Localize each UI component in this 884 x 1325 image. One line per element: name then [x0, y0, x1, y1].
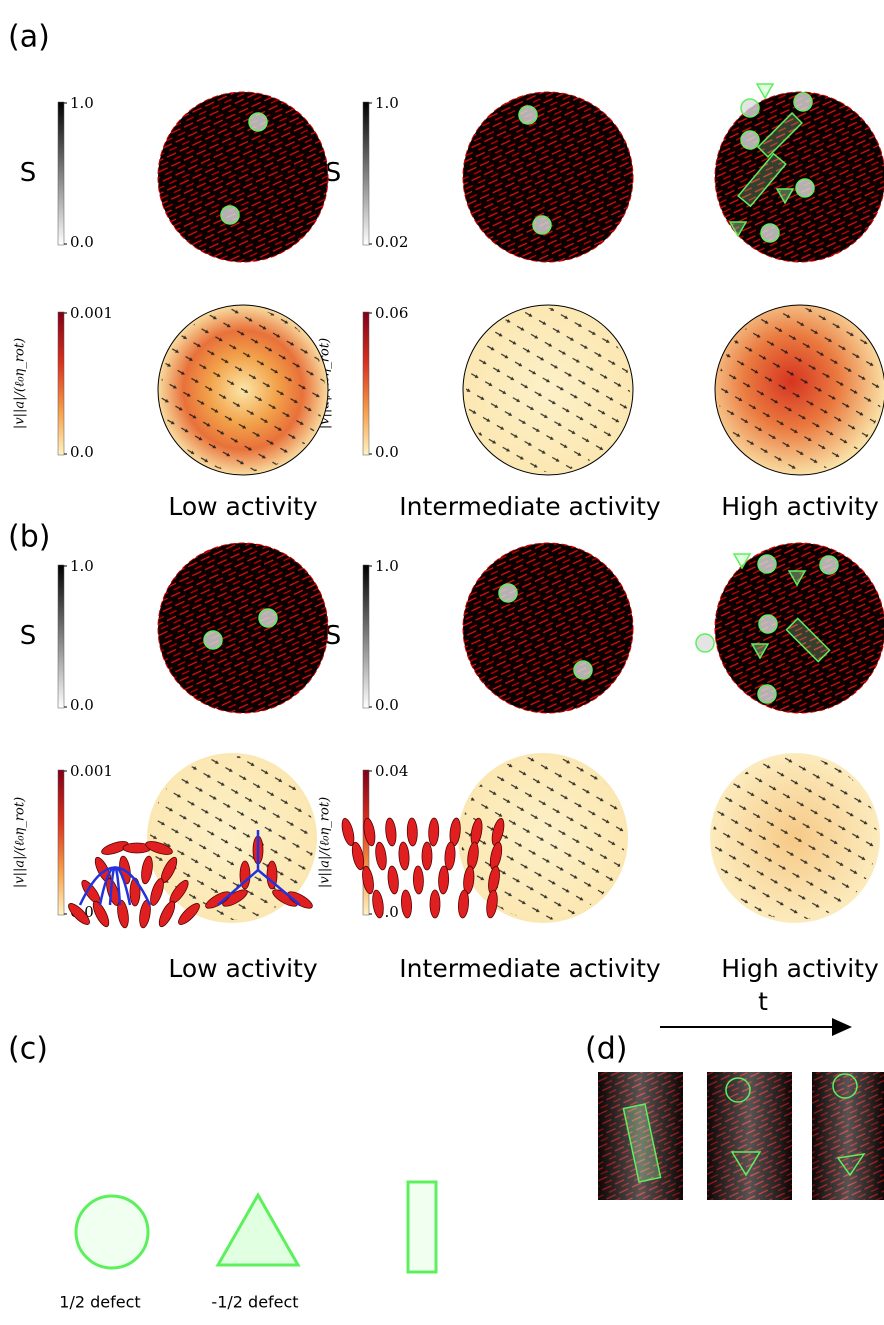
axis-label: t	[758, 987, 768, 1016]
director-field	[158, 92, 328, 262]
mesogen	[444, 842, 456, 871]
vel-colorbar	[363, 312, 369, 455]
colorbar-max-label: 0.001	[70, 304, 113, 322]
time-arrow-head	[832, 1018, 852, 1036]
panel-label: (c)	[8, 1032, 48, 1067]
colorbar-max-label: 1.0	[70, 557, 94, 575]
order-colorbar	[58, 565, 64, 708]
mesogen	[398, 842, 410, 871]
colorbar-min-label: 0.0	[70, 233, 94, 251]
colorbar-min-label: 0.0	[70, 696, 94, 714]
director-field	[158, 543, 328, 713]
order-colorbar	[363, 102, 369, 245]
colorbar-max-label: 1.0	[375, 557, 399, 575]
caption: Intermediate activity	[399, 954, 661, 983]
panel-label: (d)	[585, 1032, 627, 1067]
mesogen	[140, 855, 154, 884]
colorbar-title: S	[20, 621, 37, 651]
colorbar-min-label: 0.02	[375, 233, 408, 251]
legend-plus-half	[76, 1196, 148, 1268]
mesogen	[371, 889, 385, 918]
colorbar-title: S	[20, 158, 37, 188]
order-colorbar	[363, 565, 369, 708]
panel-label: (b)	[8, 520, 50, 555]
colorbar-title: |v||a|/(ℓ₀η_rot)	[13, 338, 28, 429]
minus-half-defect	[757, 84, 773, 98]
director-field	[463, 92, 633, 262]
figure: (a) 1.0 0.0 S 1.0 0.02 S 0.001 0.0 |v||a|/(ℓ₀η_ro…	[0, 0, 884, 1321]
legend-label: 1/2 defect	[59, 1293, 140, 1312]
panel-label: (a)	[8, 20, 50, 55]
mesogen	[430, 890, 440, 918]
legend-label: -1/2 defect	[211, 1293, 298, 1312]
caption: High activity	[721, 492, 879, 521]
velocity-arrows	[713, 756, 877, 920]
colorbar-max-label: 1.0	[70, 94, 94, 112]
body: {"panel_a": {"label": "(a)", "nematic_co…	[0, 0, 884, 1321]
colorbar-title: |v||a|/(ℓ₀η_rot)	[318, 797, 333, 888]
colorbar-min-label: 0.0	[70, 443, 94, 461]
director-field	[463, 543, 633, 713]
colorbar-max-label: 0.001	[70, 762, 113, 780]
colorbar-max-label: 1.0	[375, 94, 399, 112]
director-field	[715, 92, 884, 262]
mesogen	[130, 878, 140, 906]
velocity-arrows	[161, 308, 325, 472]
mesogen	[384, 818, 397, 847]
mesogen	[458, 890, 470, 919]
mesogen	[438, 866, 449, 894]
caption: Low activity	[168, 492, 318, 521]
vel-colorbar	[58, 770, 64, 915]
page: Active nematic figure html, body { margi…	[0, 0, 884, 1321]
colorbar-min-label: 0.0	[375, 443, 399, 461]
colorbar-max-label: 0.04	[375, 762, 408, 780]
vel-colorbar	[58, 312, 64, 455]
mesogen	[156, 899, 178, 928]
mesogen	[422, 842, 432, 870]
mesogen	[428, 818, 439, 846]
velocity-arrows	[466, 308, 630, 472]
mesogen	[116, 899, 130, 928]
velocity-arrows	[718, 308, 882, 472]
order-colorbar	[58, 102, 64, 245]
mesogen	[148, 877, 166, 907]
mesogen	[407, 818, 418, 846]
mesogen	[387, 866, 400, 895]
colorbar-title: |v||a|/(ℓ₀η_rot)	[13, 797, 28, 888]
caption: Intermediate activity	[399, 492, 661, 521]
snapshot-director	[812, 1072, 884, 1200]
mesogen	[374, 841, 388, 870]
mesogen	[401, 890, 413, 919]
legend-minus-half	[218, 1195, 298, 1265]
colorbar-min-label: 0.0	[375, 696, 399, 714]
velocity-arrows	[461, 756, 625, 920]
caption: High activity	[721, 954, 879, 983]
colorbar-max-label: 0.06	[375, 304, 408, 322]
mesogen	[340, 817, 356, 847]
caption: Low activity	[168, 954, 318, 983]
legend-pair	[408, 1182, 436, 1272]
mesogen	[413, 866, 424, 894]
